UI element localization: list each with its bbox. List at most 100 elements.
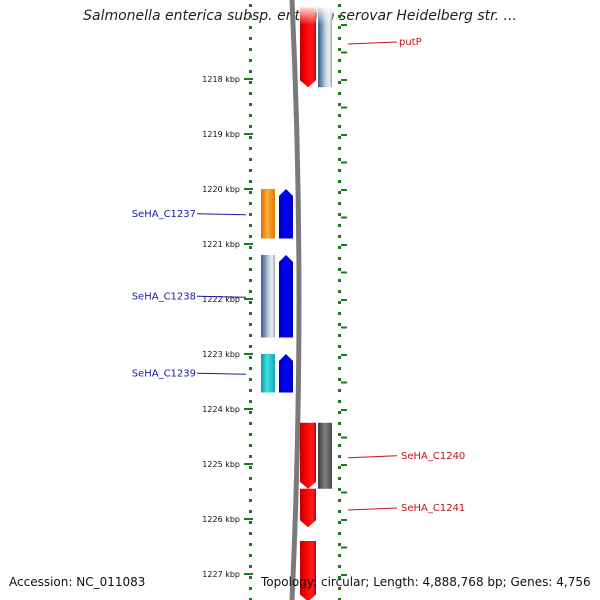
ruler-dot [338,15,341,18]
ruler-dot [249,169,252,172]
ruler-dot [249,521,252,524]
scale-label: 1226 kbp [202,515,240,524]
ruler-tick [341,491,347,494]
ruler-dot [249,378,252,381]
gene-fade-overlay [299,7,317,88]
label-seha_c1241-leader [347,507,398,511]
ruler-dot [249,15,252,18]
ruler-dot [338,26,341,29]
scale-label: 1225 kbp [202,460,240,469]
ruler-tick [341,354,347,356]
scale-label: 1220 kbp [202,185,240,194]
gene-seha_c1238 [279,255,293,338]
ruler-dot [249,598,252,600]
ruler-dot [249,312,252,315]
ruler-dot [249,367,252,370]
ruler-tick [341,381,347,384]
ruler-dot [338,356,341,359]
ruler-dot [249,488,252,491]
ruler-dot [249,26,252,29]
ruler-dot [249,235,252,238]
ruler-tick [341,546,347,549]
ruler-dot [338,345,341,348]
ruler-tick [341,244,347,246]
ruler-dot [338,389,341,392]
ruler-dot [249,290,252,293]
ruler-dot [338,147,341,150]
gene-seha_c1241 [300,488,316,528]
ruler-dot [249,136,252,139]
label-seha_c1237-leader [196,213,247,216]
ruler-dot [338,246,341,249]
scale-major-tick [244,298,253,300]
ruler-dot [249,466,252,469]
ruler-dot [249,180,252,183]
ruler-dot [338,455,341,458]
ruler-dot [249,543,252,546]
ruler-dot [249,554,252,557]
ruler-dot [249,103,252,106]
gene-seha_c1239 [279,354,293,393]
ruler-dot [249,125,252,128]
ruler-tick [341,189,347,191]
scale-label: 1222 kbp [202,295,240,304]
label-putp-leader [347,41,398,45]
ruler-dot [249,510,252,513]
gene-seha_c1240 [300,422,316,489]
ruler-dot [338,257,341,260]
gene-features [261,7,333,600]
scale-label: 1227 kbp [202,570,240,579]
label-seha_c1239-leader [196,372,247,375]
ruler-dot [338,422,341,425]
ruler-dot [338,268,341,271]
scale-major-tick [244,78,253,80]
ruler-dot [338,70,341,73]
scale-label: 1219 kbp [202,130,240,139]
ruler-dot [338,433,341,436]
ruler-dot [338,510,341,513]
ruler-dot [338,158,341,161]
ruler-dot [338,103,341,106]
ruler-dot [249,576,252,579]
ruler-dot [338,488,341,491]
ruler-dot [249,158,252,161]
ruler-dot [338,444,341,447]
cog-feature [318,422,332,489]
ruler-dot [338,543,341,546]
scale-major-tick [244,573,253,575]
label-seha_c1239: SeHA_C1239 [132,368,196,379]
ruler-tick [341,24,347,26]
scale-ticks-right [338,4,347,600]
ruler-dot [249,422,252,425]
ruler-dot [249,565,252,568]
cog-feature [261,189,275,239]
ruler-dot [338,323,341,326]
ruler-dot [338,499,341,502]
ruler-tick [341,106,347,109]
label-seha_c1240-leader [347,455,398,459]
ruler-dot [249,444,252,447]
scale-label: 1218 kbp [202,75,240,84]
cog-feature [261,255,275,338]
ruler-dot [249,213,252,216]
ruler-dot [249,114,252,117]
ruler-dot [338,235,341,238]
ruler-dot [338,213,341,216]
scale-label: 1223 kbp [202,350,240,359]
ruler-dot [249,92,252,95]
ruler-dot [338,169,341,172]
ruler-dot [338,48,341,51]
ruler-dot [338,180,341,183]
ruler-dot [338,312,341,315]
ruler-tick [341,519,347,521]
gene-fade-overlay [317,7,333,88]
ruler-dot [338,587,341,590]
ruler-dot [249,587,252,590]
ruler-dot [249,400,252,403]
accession-text: Accession: NC_011083 [9,575,146,589]
scale-label: 1221 kbp [202,240,240,249]
ruler-dot [249,532,252,535]
scale-major-tick [244,518,253,520]
ruler-dot [338,224,341,227]
